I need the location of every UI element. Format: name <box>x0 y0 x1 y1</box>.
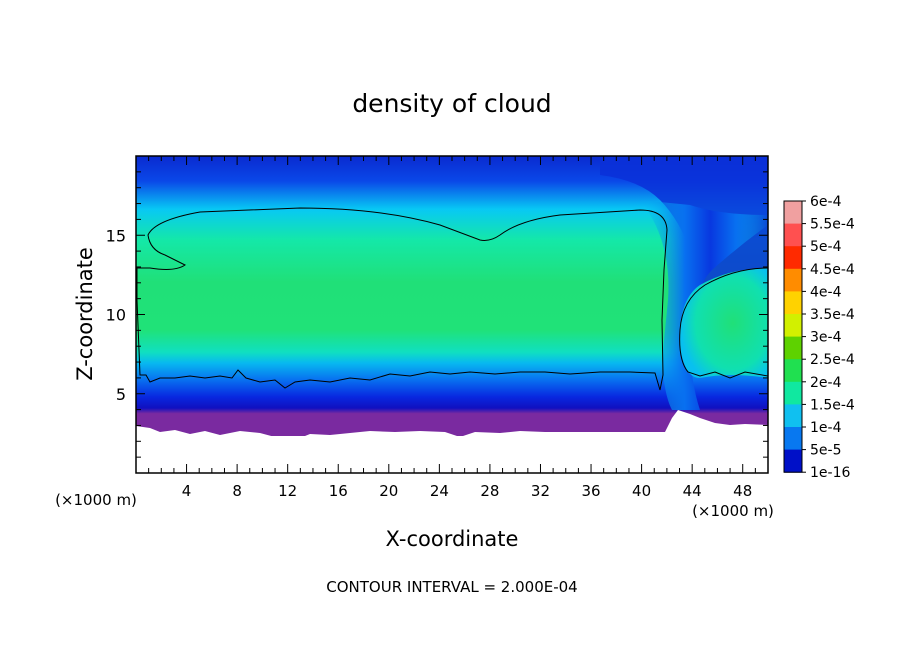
x-tick-label: 48 <box>733 482 752 500</box>
colorbar-swatch <box>784 427 802 451</box>
x-tick-label: 12 <box>278 482 297 500</box>
right-cloud-cell <box>679 268 768 378</box>
colorbar-label: 1.5e-4 <box>810 397 855 413</box>
contour-interval-note: CONTOUR INTERVAL = 2.000E-04 <box>326 578 577 596</box>
x-axis-ticks: 4 8 12 16 20 24 28 32 36 40 44 48 <box>148 156 756 500</box>
x-unit-left: (×1000 m) <box>55 491 137 509</box>
colorbar-label: 5e-4 <box>810 239 842 255</box>
x-tick-label: 44 <box>683 482 702 500</box>
colorbar-label: 2.5e-4 <box>810 352 855 368</box>
downdraft-plume <box>640 200 768 410</box>
x-tick-label: 16 <box>329 482 348 500</box>
colorbar-label: 2e-4 <box>810 375 842 391</box>
cloud-base-mask <box>136 410 768 473</box>
x-tick-label: 32 <box>531 482 550 500</box>
x-tick-label: 24 <box>430 482 449 500</box>
contour-line-main <box>136 207 668 391</box>
colorbar-label: 4.5e-4 <box>810 262 855 278</box>
plot-area <box>136 156 768 473</box>
chart-title: density of cloud <box>352 89 551 118</box>
colorbar-swatch <box>784 381 802 405</box>
colorbar-swatch <box>784 404 802 428</box>
x-tick-label: 28 <box>480 482 499 500</box>
colorbar-swatch <box>784 291 802 315</box>
colorbar-label: 6e-4 <box>810 194 842 210</box>
colorbar-swatch <box>784 201 802 225</box>
x-tick-label: 36 <box>581 482 600 500</box>
colorbar-swatch <box>784 359 802 383</box>
colorbar-swatch <box>784 449 802 473</box>
y-axis-ticks: 5 10 15 <box>106 171 768 458</box>
colorbar-swatch <box>784 246 802 270</box>
x-tick-label: 40 <box>632 482 651 500</box>
x-unit-right: (×1000 m) <box>692 502 774 520</box>
colorbar-label: 3.5e-4 <box>810 307 855 323</box>
colorbar-swatch <box>784 223 802 247</box>
x-tick-label: 8 <box>232 482 242 500</box>
colorbar-label: 1e-4 <box>810 420 842 436</box>
colorbar-label: 4e-4 <box>810 284 842 300</box>
colorbar-label: 1e-16 <box>810 465 850 481</box>
colorbar-swatch <box>784 314 802 338</box>
colorbar-label: 5e-5 <box>810 443 841 459</box>
x-axis-label: X-coordinate <box>386 527 519 551</box>
colorbar-label: 3e-4 <box>810 330 842 346</box>
y-tick-label: 15 <box>106 226 126 245</box>
x-tick-label: 4 <box>182 482 192 500</box>
y-axis-label: Z-coordinate <box>73 247 97 381</box>
contour-line-right <box>679 267 768 379</box>
colorbar: 6e-4 5.5e-4 5e-4 4.5e-4 4e-4 3.5e-4 3e-4 2.5e-4… <box>783 194 855 481</box>
colorbar-label: 5.5e-4 <box>810 217 855 233</box>
y-tick-label: 5 <box>116 385 126 404</box>
colorbar-swatch <box>784 268 802 292</box>
y-tick-label: 10 <box>106 306 126 325</box>
colorbar-swatch <box>784 336 802 360</box>
x-tick-label: 20 <box>379 482 398 500</box>
